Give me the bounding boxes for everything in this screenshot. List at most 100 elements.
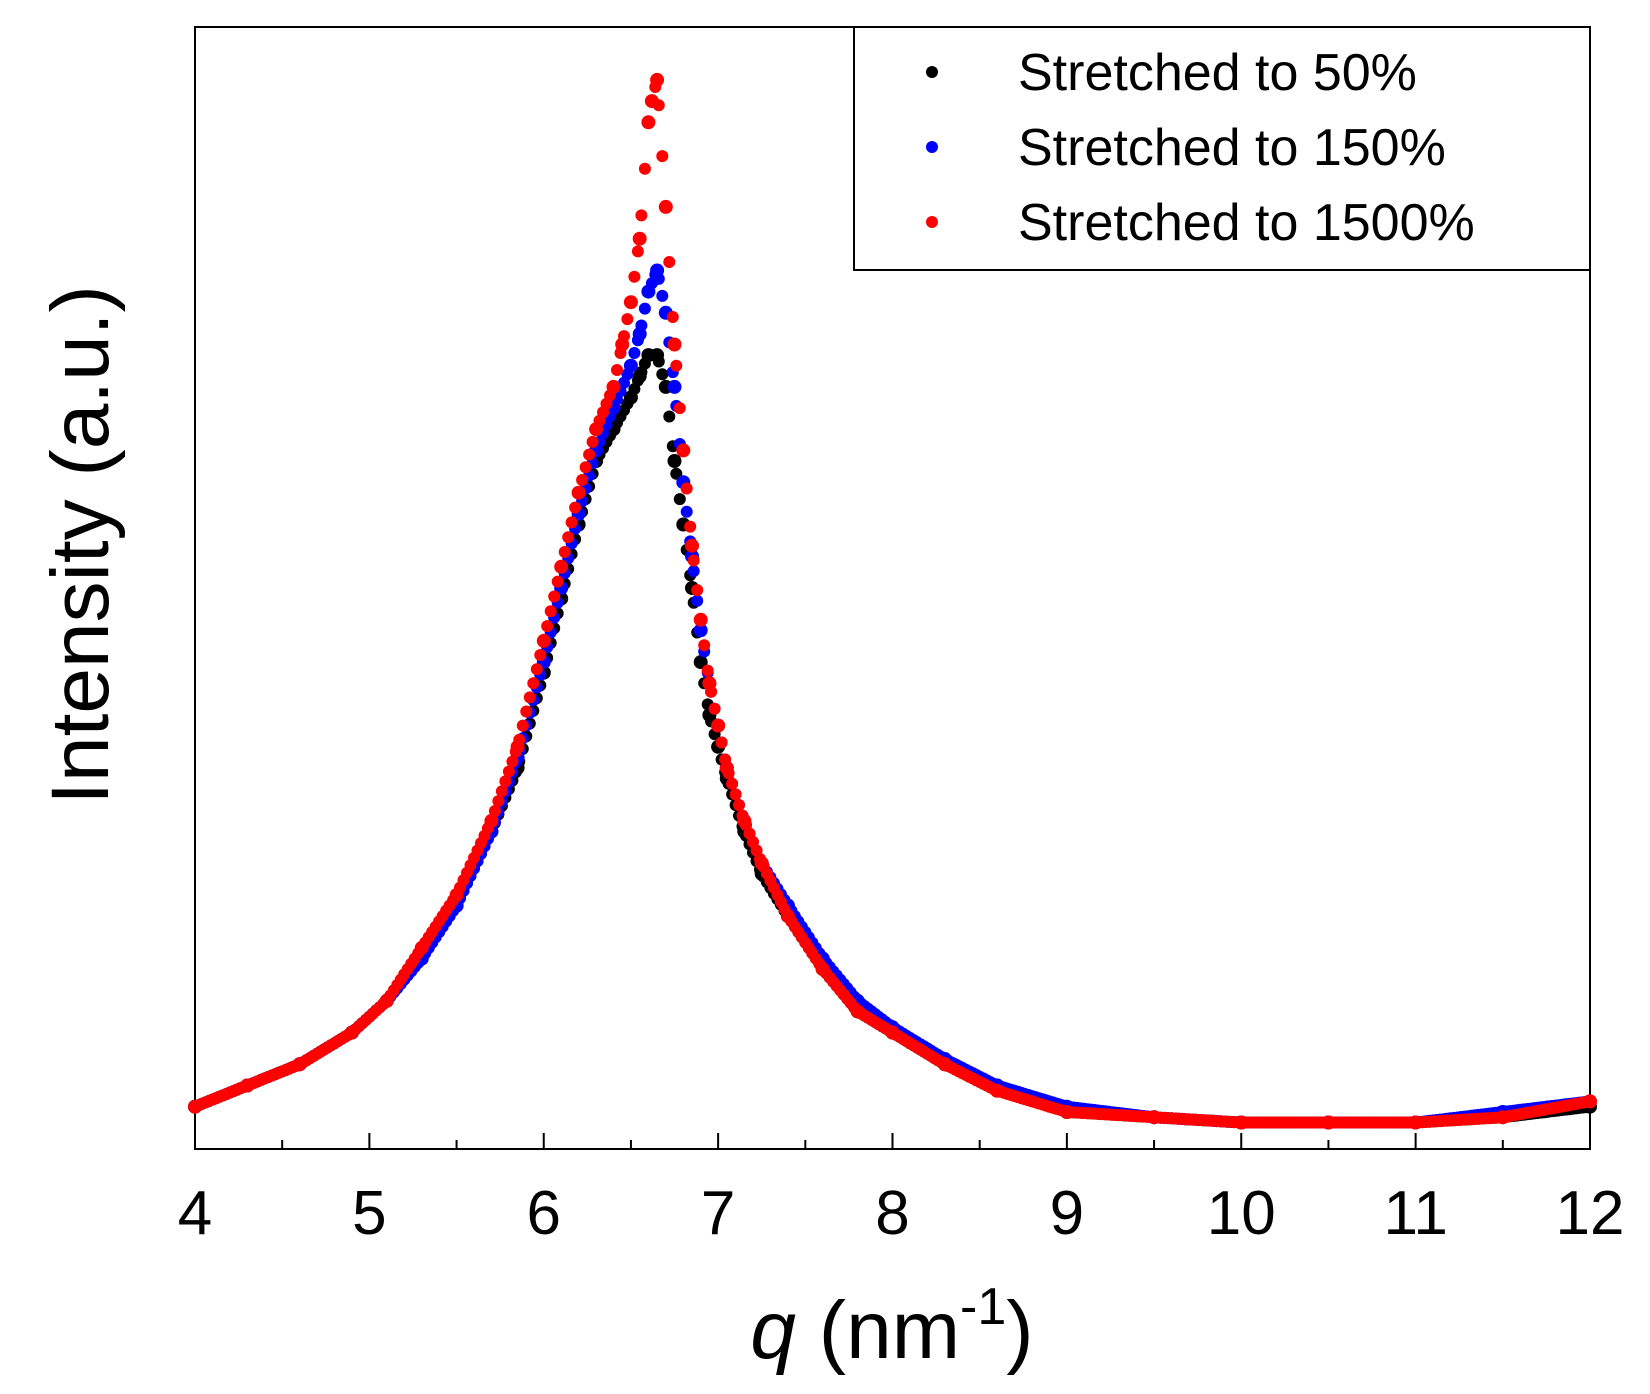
data-point [711,718,726,733]
x-tick-label: 12 [1556,1179,1625,1248]
x-tick-label: 6 [527,1179,561,1248]
x-axis-title: q (nm-1) [750,1278,1033,1376]
data-point [523,691,536,704]
legend-box [853,26,1591,271]
data-point [815,962,830,977]
data-point [606,379,621,394]
data-point [670,359,683,372]
data-point [1059,1105,1074,1119]
data-point [650,263,665,278]
legend-label: Stretched to 50% [1018,44,1417,102]
data-point [676,443,691,458]
data-point [492,795,505,808]
data-point [628,270,641,283]
data-point [658,199,673,214]
data-point [687,554,700,567]
data-point [544,605,557,618]
data-point [650,348,665,363]
data-point [449,888,464,902]
data-point [240,1078,255,1093]
data-point [687,565,700,578]
data-point [565,516,578,529]
legend-marker [926,141,938,153]
data-point [701,664,714,677]
data-point [623,295,638,310]
data-point [499,775,512,788]
data-point [548,590,561,603]
data-point [673,493,686,506]
data-point [1234,1115,1249,1130]
data-point [680,482,693,495]
data-point [638,302,651,315]
data-point [621,313,634,326]
data-point [667,454,682,468]
data-point [484,813,499,828]
x-tick-label: 8 [875,1179,909,1248]
data-point [1583,1094,1597,1109]
legend-marker [926,66,938,78]
data-point [850,1004,865,1019]
data-point [631,245,644,258]
data-point [641,115,656,130]
x-tick-label: 4 [178,1179,212,1248]
data-point [693,623,708,638]
data-point [667,337,682,352]
legend-marker [926,216,938,228]
data-point [1321,1115,1336,1130]
data-point [344,1025,359,1040]
data-point [698,639,711,652]
data-point [379,993,394,1008]
x-tick-label: 10 [1207,1179,1276,1248]
data-point [635,209,648,222]
data-point [576,474,589,486]
data-point [663,410,676,423]
x-tick-label: 5 [352,1179,386,1248]
data-point [510,739,525,754]
series-1-markers [188,263,1597,1130]
data-point [586,435,599,448]
data-point [530,663,543,676]
data-point [414,940,429,955]
data-point [562,531,575,544]
data-point [733,799,745,811]
data-point [628,347,641,359]
data-point [780,909,795,924]
data-point [656,150,669,163]
data-point [885,1025,900,1040]
legend-label: Stretched to 150% [1018,119,1446,177]
data-point [737,813,752,828]
data-point [527,677,540,690]
series-2-markers [188,72,1597,1130]
data-point [583,448,596,461]
data-point [520,705,533,718]
data-point [571,485,586,500]
data-point [673,402,686,415]
data-point [680,505,693,518]
data-point [702,676,717,691]
x-tick-label: 11 [1383,1179,1447,1248]
data-point [632,369,647,384]
data-point [506,755,519,768]
data-point [495,785,508,798]
data-point [937,1057,952,1072]
data-point [554,559,569,574]
data-point [715,736,728,749]
data-point [534,649,547,661]
data-markers [188,72,1597,1130]
data-point [292,1057,307,1072]
data-point [656,289,669,302]
data-point [536,633,551,648]
data-point [663,256,676,268]
data-point [516,719,529,732]
y-axis-title: Intensity (a.u.) [35,285,126,805]
data-point [691,584,704,597]
data-point [502,765,515,778]
data-point [1408,1115,1423,1130]
data-point [644,94,659,109]
data-point [611,364,623,376]
data-point [589,422,604,437]
data-point [615,337,630,352]
data-point [623,390,638,405]
legend-label: Stretched to 1500% [1018,194,1475,252]
